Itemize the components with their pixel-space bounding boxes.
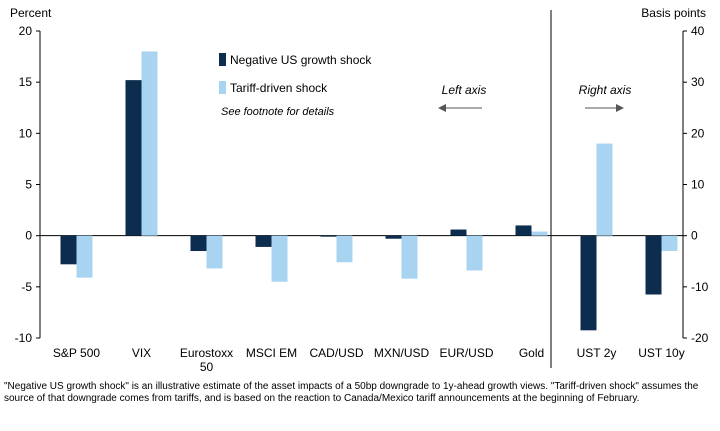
annotations: See footnote for details Left axis Right a… — [221, 83, 631, 118]
category-label: CAD/USD — [309, 346, 363, 360]
category-label: VIX — [132, 346, 151, 360]
left-tick-label: 20 — [19, 24, 33, 38]
axes — [36, 10, 687, 368]
left-arrow-head — [438, 104, 446, 112]
bars — [60, 51, 678, 331]
left-tick-label: -5 — [21, 280, 32, 294]
legend-label: Negative US growth shock — [230, 53, 372, 67]
bar — [271, 235, 288, 282]
right-tick-label: -10 — [691, 280, 709, 294]
right-arrow-head — [616, 104, 624, 112]
category-label: MXN/USD — [374, 346, 430, 360]
legend-swatch — [219, 53, 226, 66]
legend: Negative US growth shock Tariff-driven sh… — [219, 53, 372, 95]
right-tick-label: 30 — [691, 75, 705, 89]
legend-label: Tariff-driven shock — [230, 81, 328, 95]
bar — [645, 235, 662, 295]
bar — [580, 235, 597, 331]
left-axis-note: Left axis — [442, 83, 487, 97]
right-tick-label: 40 — [691, 24, 705, 38]
bar — [255, 235, 272, 247]
bar — [596, 143, 613, 236]
category-label: UST 2y — [577, 346, 617, 360]
bar-chart: Percent Basis points 20151050-5-10403020… — [10, 6, 709, 374]
bar — [76, 235, 93, 278]
bar — [336, 235, 353, 263]
bar — [60, 235, 77, 265]
right-tick-label: -20 — [691, 331, 709, 345]
category-label: EUR/USD — [439, 346, 493, 360]
category-label: 50 — [200, 360, 214, 374]
category-label: Gold — [519, 346, 544, 360]
bar — [450, 229, 467, 236]
left-tick-label: 0 — [25, 229, 32, 243]
footnote-reference: See footnote for details — [221, 106, 335, 118]
legend-swatch — [219, 81, 226, 94]
bar — [141, 51, 158, 236]
bar — [531, 231, 548, 236]
category-label: MSCI EM — [246, 346, 297, 360]
left-tick-label: -10 — [15, 331, 33, 345]
bar — [125, 80, 142, 236]
bar — [190, 235, 207, 252]
category-label: S&P 500 — [53, 346, 100, 360]
right-tick-label: 10 — [691, 178, 705, 192]
right-axis-label: Basis points — [641, 6, 706, 20]
right-tick-label: 0 — [691, 229, 698, 243]
right-axis-note: Right axis — [579, 83, 632, 97]
category-label: Eurostoxx — [180, 346, 233, 360]
left-tick-label: 10 — [19, 126, 33, 140]
category-label: UST 10y — [638, 346, 684, 360]
bar — [515, 225, 532, 236]
bar — [661, 235, 678, 252]
bar — [466, 235, 483, 271]
bar — [401, 235, 418, 279]
left-axis-label: Percent — [10, 6, 52, 20]
bar — [206, 235, 223, 269]
footnote: "Negative US growth shock" is an illustr… — [4, 381, 699, 404]
bar — [320, 235, 337, 237]
left-tick-label: 5 — [25, 178, 32, 192]
right-tick-label: 20 — [691, 126, 705, 140]
left-tick-label: 15 — [19, 75, 33, 89]
bar — [385, 235, 402, 239]
